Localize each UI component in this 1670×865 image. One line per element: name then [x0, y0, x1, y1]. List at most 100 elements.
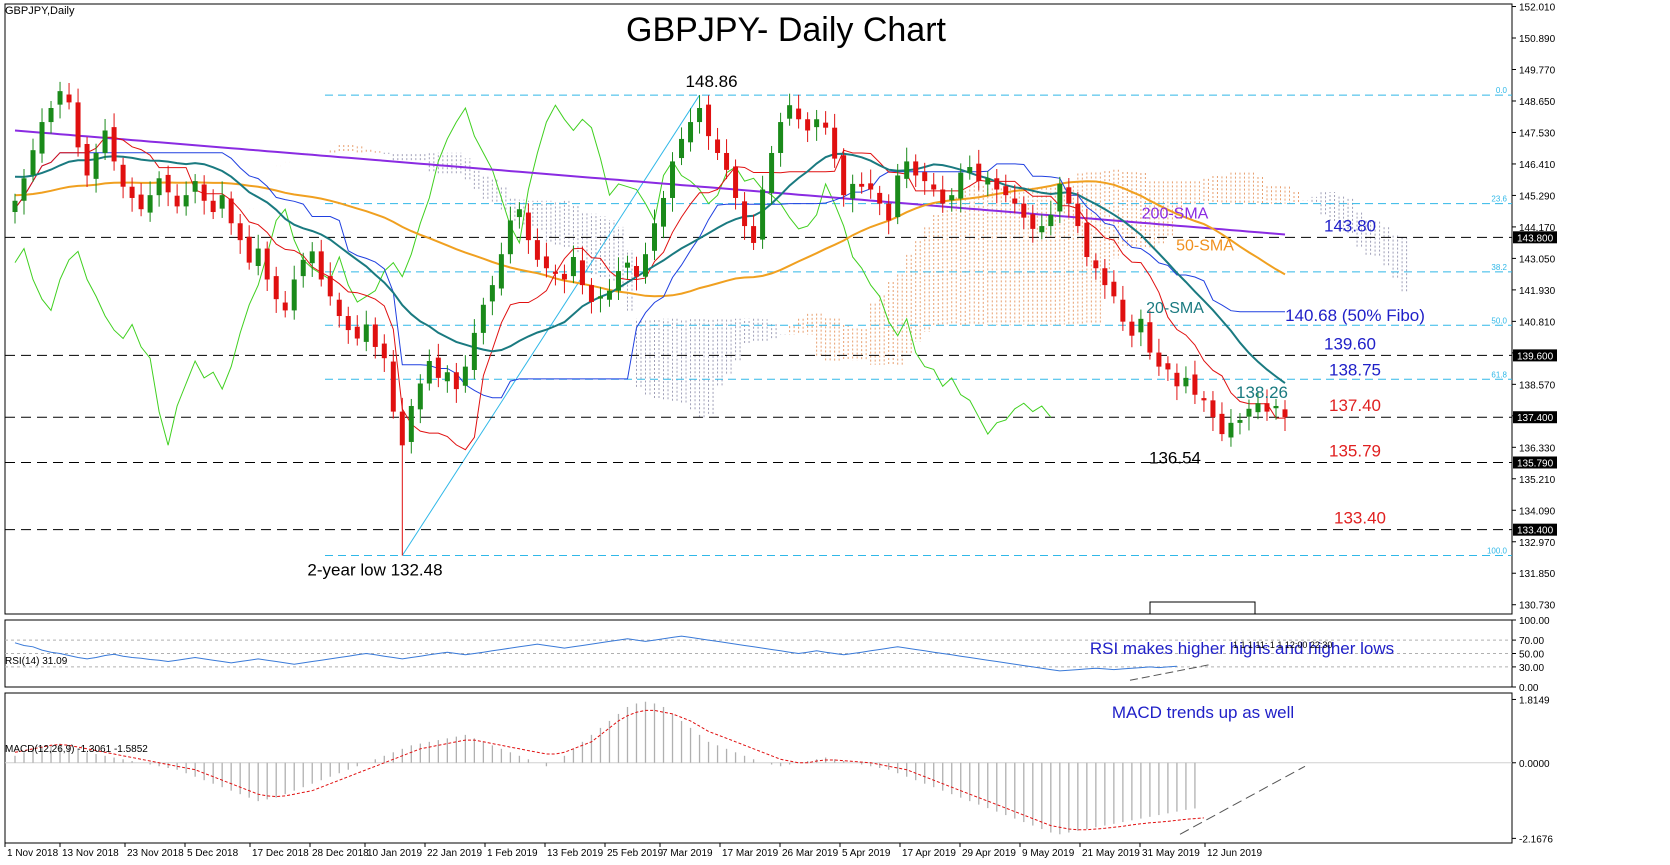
- candle-body: [30, 150, 36, 175]
- sma20-value-annotation: 138.26: [1236, 383, 1288, 402]
- candle-body: [787, 105, 793, 119]
- candle-body: [111, 127, 117, 162]
- candle-body: [543, 256, 549, 269]
- level-label: 133.40: [1334, 509, 1386, 528]
- sma-50-line: [14, 180, 1286, 298]
- candle-body: [381, 343, 387, 359]
- candle-body: [120, 164, 126, 187]
- candle-body: [859, 183, 865, 187]
- candle-body: [597, 296, 603, 299]
- candle-body: [1219, 413, 1225, 435]
- session-boxes: 1 1 1 11: 1 1 12:00 22:30: [1233, 640, 1332, 650]
- candle-body: [1012, 198, 1018, 204]
- candle-body: [1255, 403, 1261, 413]
- candle-body: [273, 276, 279, 300]
- candle-body: [724, 152, 730, 170]
- candle-body: [715, 139, 721, 153]
- candle-body: [534, 240, 540, 260]
- candle-body: [489, 285, 495, 302]
- y-tick-label: 132.970: [1519, 538, 1556, 549]
- y-tick-label: 150.890: [1519, 34, 1556, 45]
- candle-body: [210, 200, 216, 213]
- candle-body: [1003, 186, 1009, 196]
- x-tick-label: 5 Dec 2018: [187, 848, 239, 859]
- candle-body: [309, 251, 315, 264]
- candle-body: [156, 178, 162, 196]
- candle-body: [985, 178, 991, 185]
- y-tick-label: 135.210: [1519, 475, 1556, 486]
- candle-body: [408, 405, 414, 442]
- candle-body: [1111, 281, 1117, 297]
- candle-body: [976, 163, 982, 182]
- y-tick-label: 136.330: [1519, 443, 1556, 454]
- candle-body: [507, 220, 513, 255]
- candle-body: [814, 119, 820, 128]
- fib-label: 100.0: [1487, 547, 1508, 556]
- x-tick-label: 5 Apr 2019: [842, 848, 891, 859]
- candle-body: [84, 143, 90, 176]
- candle-body: [165, 174, 171, 193]
- candle-body: [444, 372, 450, 382]
- candle-body: [282, 302, 288, 311]
- candle-body: [570, 256, 576, 277]
- candle-body: [688, 122, 694, 143]
- candle-body: [219, 195, 225, 209]
- candle-body: [183, 195, 189, 207]
- candle-body: [624, 262, 630, 268]
- candle-body: [832, 127, 838, 159]
- high-annotation: 148.86: [686, 72, 738, 91]
- candle-body: [327, 276, 333, 297]
- candle-body: [129, 186, 135, 198]
- low-annotation: 2-year low 132.48: [307, 561, 442, 580]
- x-tick-label: 28 Dec 2018: [312, 848, 369, 859]
- price-box-label: 133.400: [1517, 526, 1554, 537]
- candle-body: [868, 183, 874, 190]
- x-tick-label: 22 Jan 2019: [427, 848, 482, 859]
- candle-body: [1084, 222, 1090, 257]
- fibo-61-label: 138.75: [1329, 360, 1381, 379]
- candle-body: [1057, 183, 1063, 212]
- candle-body: [471, 332, 477, 370]
- x-tick-label: 26 Mar 2019: [782, 848, 839, 859]
- price-box: [1513, 231, 1557, 244]
- rsi-y-label: 50.00: [1519, 650, 1544, 661]
- candle-body: [372, 324, 378, 347]
- chikou-line: [14, 104, 1052, 446]
- x-tick-label: 21 May 2019: [1082, 848, 1140, 859]
- y-tick-label: 141.930: [1519, 286, 1556, 297]
- candle-body: [1039, 226, 1045, 233]
- candle-body: [778, 122, 784, 153]
- indicator-label: 50-SMA: [1176, 238, 1234, 255]
- candle-body: [300, 259, 306, 277]
- rsi-y-label: 0.00: [1519, 683, 1539, 694]
- candle-body: [399, 411, 405, 446]
- fib-label: 23.6: [1491, 195, 1507, 204]
- candle-body: [733, 166, 739, 198]
- level-label: 137.40: [1329, 396, 1381, 415]
- candle-body: [345, 316, 351, 331]
- candle-body: [895, 175, 901, 218]
- rsi-annotation: RSI makes higher highs and higher lows: [1090, 639, 1394, 658]
- fib-label: 50.0: [1491, 316, 1507, 325]
- candle-body: [39, 122, 45, 154]
- macd-y-label: -2.1676: [1519, 834, 1553, 845]
- price-box-label: 137.400: [1517, 413, 1554, 424]
- candle-body: [661, 197, 667, 227]
- x-tick-label: 9 May 2019: [1022, 848, 1075, 859]
- session-box-outline: [1149, 601, 1256, 615]
- y-tick-label: 149.770: [1519, 65, 1556, 76]
- candle-body: [1273, 405, 1279, 409]
- candle-body: [336, 299, 342, 317]
- candle-body: [751, 226, 757, 243]
- price-box: [1513, 456, 1557, 469]
- candle-body: [435, 357, 441, 378]
- fib-label: 61.8: [1491, 370, 1507, 379]
- candle-body: [805, 119, 811, 131]
- candle-body: [697, 108, 703, 123]
- candle-body: [940, 189, 946, 204]
- candle-body: [931, 184, 937, 190]
- candle-body: [670, 161, 676, 198]
- sma-20-line: [14, 152, 1286, 384]
- candle-body: [652, 223, 658, 251]
